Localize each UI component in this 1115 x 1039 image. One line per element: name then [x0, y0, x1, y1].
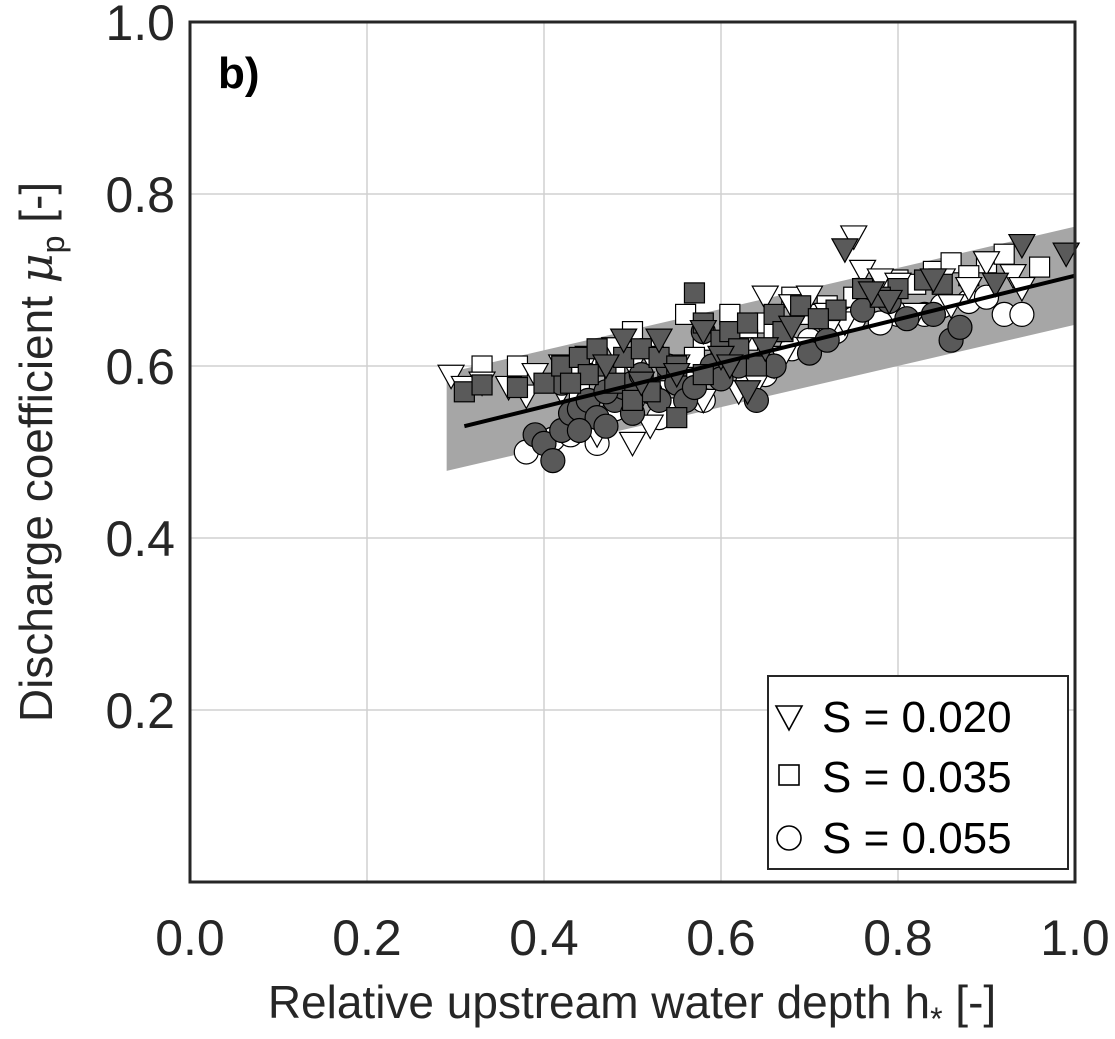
data-point-filled: [591, 354, 620, 380]
data-point-filled: [577, 364, 599, 386]
square-icon: [778, 764, 800, 786]
data-point-filled: [807, 308, 829, 330]
y-axis-label: Discharge coefficient μp [-]: [9, 182, 71, 722]
data-point-filled: [875, 289, 904, 316]
x-tick-label: 0.4: [509, 910, 579, 966]
x-tick-label: 1.0: [1040, 910, 1110, 966]
data-point-open: [751, 285, 780, 311]
data-point-filled: [630, 338, 652, 360]
data-point-open: [839, 225, 868, 251]
data-point-filled: [533, 372, 555, 394]
data-point-filled: [947, 314, 973, 340]
data-point-filled: [857, 281, 886, 307]
legend-label-series-3: S = 0.055: [822, 814, 1012, 863]
legend-box: [767, 675, 1069, 870]
data-point-filled: [981, 272, 1010, 298]
fit-line: [463, 273, 1076, 429]
data-point-filled: [540, 448, 566, 474]
data-point-open: [618, 431, 647, 457]
y-tick-label: 0.2: [105, 683, 175, 739]
y-tick-label: 0.8: [105, 167, 175, 223]
data-point-filled: [689, 319, 718, 346]
data-point-open: [972, 251, 1001, 277]
data-point-filled: [566, 417, 593, 444]
data-point-filled: [683, 282, 706, 304]
panel-label: b): [218, 49, 260, 98]
x-tick-label: 0.6: [686, 910, 756, 966]
legend-label-series-1: S = 0.020: [822, 693, 1012, 742]
data-point-filled: [621, 389, 644, 411]
x-tick-labels: 0.0 0.2 0.4 0.6 0.8 1.0: [155, 910, 1110, 966]
x-axis-label: Relative upstream water depth h* [-]: [268, 976, 996, 1037]
legend: S = 0.020 S = 0.035 S = 0.055: [767, 675, 1069, 870]
y-tick-labels: 0.2 0.4 0.6 0.8 1.0: [105, 0, 175, 739]
data-point-filled: [830, 238, 859, 264]
data-point-filled: [645, 328, 674, 354]
x-tick-label: 0.8: [863, 910, 933, 966]
y-tick-label: 0.6: [105, 339, 175, 395]
legend-label-series-2: S = 0.035: [822, 753, 1012, 802]
data-point-filled: [666, 407, 688, 429]
data-point-open: [1009, 301, 1035, 327]
data-point-filled: [609, 328, 638, 354]
data-point-filled: [506, 376, 529, 399]
data-point-filled: [919, 268, 948, 294]
data-point-filled: [1007, 233, 1036, 260]
data-point-filled: [559, 372, 582, 394]
circle-icon: [776, 825, 802, 851]
plot-frame: [188, 20, 1077, 884]
triangle-down-icon: [774, 705, 804, 732]
data-point-filled: [825, 299, 847, 321]
data-point-open: [1028, 256, 1051, 278]
data-point-filled: [777, 315, 806, 341]
x-tick-label: 0.0: [155, 910, 225, 966]
data-point-filled: [471, 374, 493, 396]
x-tick-label: 0.2: [332, 910, 402, 966]
y-tick-label: 1.0: [105, 0, 175, 51]
data-point-open: [636, 414, 665, 440]
data-point-filled: [736, 312, 759, 334]
y-tick-label: 0.4: [105, 511, 175, 567]
regression-line: [463, 273, 1076, 429]
data-point-open: [954, 276, 983, 303]
data-point-filled: [733, 380, 762, 406]
data-point-filled: [790, 295, 812, 317]
data-point-filled: [593, 413, 619, 439]
data-point-filled: [1052, 242, 1081, 268]
data-point-filled: [453, 381, 475, 403]
